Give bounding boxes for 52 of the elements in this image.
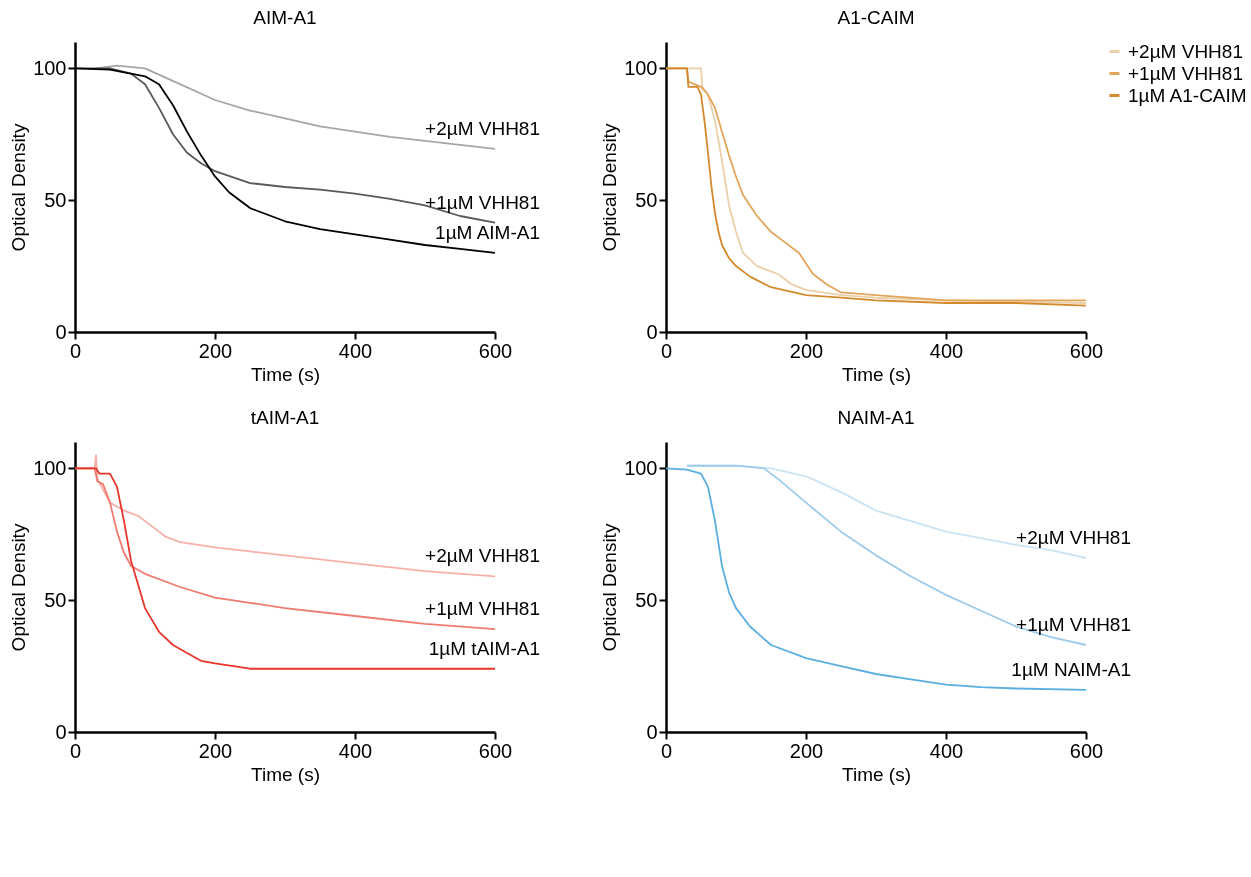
series-label: +1µM VHH81 (425, 191, 540, 213)
x-tick-label: 0 (69, 739, 82, 762)
chart-title: NAIM-A1 (837, 407, 915, 428)
x-tick-label: 400 (338, 739, 373, 762)
y-tick-label: 100 (33, 456, 67, 479)
legend-label: +1µM VHH81 (1128, 62, 1243, 84)
x-tick-label: 200 (789, 339, 824, 362)
x-tick-label: 0 (69, 339, 82, 362)
y-axis-title: Optical Density (8, 123, 30, 252)
y-tick-label: 50 (635, 188, 658, 211)
y-tick-label: 0 (55, 720, 67, 743)
y-tick-label: 50 (44, 588, 67, 611)
series-label: +2µM VHH81 (1016, 527, 1131, 548)
y-tick-label: 50 (44, 188, 67, 211)
series-label: +2µM VHH81 (425, 117, 540, 139)
x-tick-label: 600 (478, 339, 513, 362)
series-label: 1µM NAIM-A1 (1011, 658, 1131, 680)
y-tick-label: 0 (646, 320, 658, 343)
legend-label: +2µM VHH81 (1128, 40, 1243, 62)
x-tick-label: 200 (789, 739, 824, 762)
x-tick-label: 200 (198, 339, 233, 362)
chart-title: tAIM-A1 (250, 407, 320, 428)
x-tick-label: 600 (1069, 339, 1104, 362)
series-label: +1µM VHH81 (425, 598, 540, 620)
y-axis-title: Optical Density (599, 523, 621, 652)
x-tick-label: 200 (198, 739, 233, 762)
y-tick-label: 50 (635, 588, 658, 611)
y-tick-label: 100 (624, 456, 658, 479)
chart-title: AIM-A1 (253, 7, 317, 28)
x-axis-title: Time (s) (842, 363, 911, 385)
x-tick-label: 600 (1069, 739, 1104, 762)
y-tick-label: 100 (33, 56, 67, 79)
y-tick-label: 0 (646, 720, 658, 743)
x-tick-label: 400 (929, 739, 964, 762)
x-tick-label: 400 (929, 339, 964, 362)
legend-label: 1µM A1-CAIM (1128, 84, 1247, 106)
y-tick-label: 0 (55, 320, 67, 343)
series-label: +1µM VHH81 (1016, 614, 1131, 635)
series-label: 1µM AIM-A1 (435, 221, 540, 243)
x-tick-label: 0 (660, 339, 673, 362)
y-axis-title: Optical Density (599, 123, 621, 252)
x-tick-label: 400 (338, 339, 373, 362)
series-label: +2µM VHH81 (425, 545, 540, 567)
x-axis-title: Time (s) (842, 763, 911, 785)
y-axis-title: Optical Density (8, 523, 30, 652)
chart-title: A1-CAIM (837, 7, 915, 28)
x-axis-title: Time (s) (251, 763, 320, 785)
series-label: 1µM tAIM-A1 (428, 637, 540, 659)
y-tick-label: 100 (624, 56, 658, 79)
x-tick-label: 600 (478, 739, 513, 762)
x-tick-label: 0 (660, 739, 673, 762)
x-axis-title: Time (s) (251, 363, 320, 385)
